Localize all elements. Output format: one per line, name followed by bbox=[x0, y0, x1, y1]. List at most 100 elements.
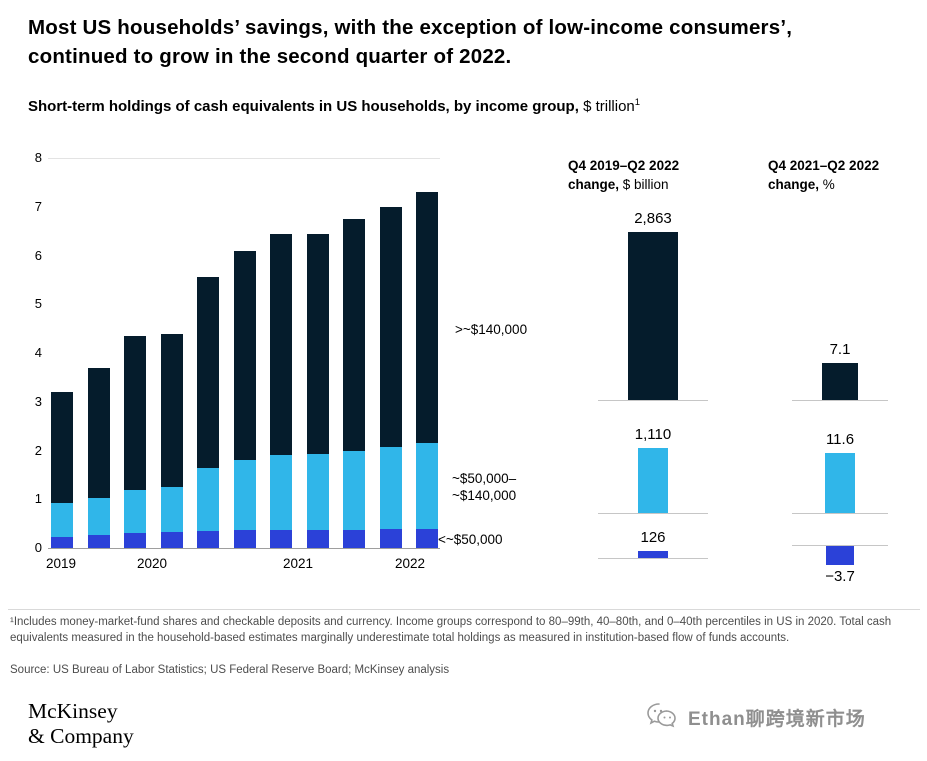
bar-segment-cyan bbox=[87, 497, 110, 535]
bar-segment-dark bbox=[87, 367, 110, 498]
absolute-change-value-label: 1,110 bbox=[634, 425, 672, 443]
y-tick-label: 2 bbox=[34, 442, 42, 458]
x-axis: 2019 2020 2021 2022 bbox=[45, 556, 440, 576]
percent-change-value-label: 11.6 bbox=[825, 431, 855, 448]
y-tick-label: 8 bbox=[34, 150, 42, 165]
stacked-bar-q2-2020 bbox=[124, 335, 146, 548]
bar-segment-dark bbox=[124, 335, 146, 490]
bar-segment-blue bbox=[233, 530, 256, 548]
y-axis: 0 1 2 3 4 5 6 7 8 bbox=[16, 150, 42, 555]
watermark: Ethan聊跨境新市场 bbox=[646, 702, 866, 732]
y-tick-label: 4 bbox=[34, 345, 42, 360]
page-title: Most US households’ savings, with the ex… bbox=[28, 13, 908, 71]
x-tick-label-2020: 2020 bbox=[136, 556, 168, 571]
bar-segment-dark bbox=[233, 250, 256, 461]
bar-segment-blue bbox=[379, 528, 402, 548]
y-tick-label: 5 bbox=[34, 296, 42, 312]
y-tick-label: 7 bbox=[34, 198, 42, 214]
bar-segment-cyan bbox=[51, 502, 73, 538]
bar-segment-cyan bbox=[197, 467, 219, 531]
panel-percent-change-title: Q4 2021–Q2 2022 bbox=[768, 158, 880, 173]
panel-absolute-change-title: Q4 2019–Q2 2022 bbox=[568, 158, 680, 173]
x-tick-label-2022: 2022 bbox=[394, 556, 426, 571]
stacked-bar-q1-2021 bbox=[233, 250, 256, 548]
footnote: ¹Includes money-market-fund shares and c… bbox=[10, 616, 892, 644]
chart-subtitle-unit: $ trillion bbox=[578, 98, 635, 115]
bar-segment-cyan bbox=[343, 450, 365, 530]
x-tick-label-2019: 2019 bbox=[45, 556, 77, 571]
watermark-text: Ethan聊跨境新市场 bbox=[688, 708, 866, 730]
bar-segment-dark bbox=[197, 277, 219, 468]
absolute-change-baseline bbox=[598, 558, 708, 559]
legend-mid-income-line2: ~$140,000 bbox=[452, 488, 517, 503]
absolute-change-baseline bbox=[598, 513, 708, 514]
stacked-bar-q1-2022 bbox=[379, 206, 402, 548]
y-tick-label: 3 bbox=[34, 393, 42, 409]
stacked-bar-q2-2021 bbox=[270, 233, 292, 548]
panel-percent-change-header: Q4 2021–Q2 2022 change, % bbox=[768, 157, 879, 194]
absolute-change-bar-blue bbox=[638, 550, 668, 558]
bar-segment-cyan bbox=[160, 487, 183, 533]
bar-segment-dark bbox=[416, 192, 438, 444]
panel-absolute-change-header: Q4 2019–Q2 2022 change, $ billion bbox=[568, 157, 679, 194]
bar-segment-dark bbox=[270, 233, 292, 456]
bar-segment-cyan bbox=[379, 446, 402, 529]
legend-high-income: >~$140,000 bbox=[455, 322, 528, 337]
absolute-change-bar-cyan bbox=[638, 447, 668, 513]
panel-percent-change-subtitle: change, % bbox=[768, 176, 835, 192]
stacked-bar-chart bbox=[48, 158, 440, 549]
mckinsey-logo-line1: McKinsey bbox=[28, 699, 118, 723]
x-tick-label-2021: 2021 bbox=[282, 556, 314, 571]
stacked-bar-q4-2021 bbox=[343, 218, 365, 548]
stacked-bar-q4-2019 bbox=[51, 392, 73, 548]
stacked-bar-q1-2020 bbox=[87, 367, 110, 548]
bar-segment-cyan bbox=[306, 454, 329, 530]
bar-segment-cyan bbox=[124, 489, 146, 534]
absolute-change-value-label: 126 bbox=[640, 528, 666, 546]
stacked-bar-q3-2020 bbox=[160, 333, 183, 548]
percent-change-value-label: 7.1 bbox=[829, 341, 851, 359]
bar-segment-blue bbox=[270, 529, 292, 548]
legend-mid-income-line1: ~$50,000– bbox=[452, 471, 517, 486]
percent-change-value-label: −3.7 bbox=[825, 568, 855, 586]
bar-segment-blue bbox=[124, 533, 146, 548]
stacked-bar-q3-2021 bbox=[306, 233, 329, 548]
chart-subtitle: Short-term holdings of cash equivalents … bbox=[28, 97, 640, 115]
y-tick-label: 6 bbox=[34, 247, 42, 263]
bar-segment-dark bbox=[51, 392, 73, 503]
footnote-marker: 1 bbox=[634, 97, 641, 108]
bar-segment-blue bbox=[51, 537, 73, 548]
x-axis-line bbox=[48, 548, 440, 549]
y-tick-label: 0 bbox=[34, 540, 42, 555]
stacked-bars bbox=[51, 158, 440, 548]
percent-change-bar-blue bbox=[826, 546, 854, 566]
panel-absolute-change-subtitle: change, $ billion bbox=[568, 176, 669, 192]
bar-segment-blue bbox=[343, 529, 365, 548]
stacked-bar-q2-2022 bbox=[416, 192, 438, 548]
bar-segment-dark bbox=[379, 206, 402, 447]
percent-change-baseline bbox=[792, 545, 888, 546]
percent-change-bar-dark bbox=[822, 363, 858, 400]
wechat-icon bbox=[646, 702, 680, 732]
absolute-change-bar-dark bbox=[628, 232, 678, 400]
chart-subtitle-text: Short-term holdings of cash equivalents … bbox=[28, 98, 579, 115]
percent-change-bar-cyan bbox=[825, 453, 855, 513]
mckinsey-logo-line2: & Company bbox=[28, 724, 134, 748]
legend-mid-income: ~$50,000– ~$140,000 bbox=[452, 470, 516, 504]
y-tick-label: 1 bbox=[34, 491, 42, 507]
absolute-change-value-label: 2,863 bbox=[634, 210, 672, 227]
bar-segment-cyan bbox=[416, 443, 438, 529]
top-gridline bbox=[48, 158, 440, 159]
page-title-line1: Most US households’ savings, with the ex… bbox=[28, 16, 793, 39]
page-title-line2: continued to grow in the second quarter … bbox=[28, 45, 512, 68]
bar-segment-blue bbox=[197, 530, 219, 548]
bar-segment-dark bbox=[306, 233, 329, 455]
bar-segment-dark bbox=[160, 333, 183, 488]
bar-segment-dark bbox=[343, 218, 365, 451]
footnote-divider bbox=[8, 609, 920, 610]
mckinsey-logo: McKinsey & Company bbox=[28, 699, 134, 749]
source-line: Source: US Bureau of Labor Statistics; U… bbox=[10, 664, 450, 676]
percent-change-baseline bbox=[792, 400, 888, 401]
bar-segment-cyan bbox=[270, 455, 292, 530]
